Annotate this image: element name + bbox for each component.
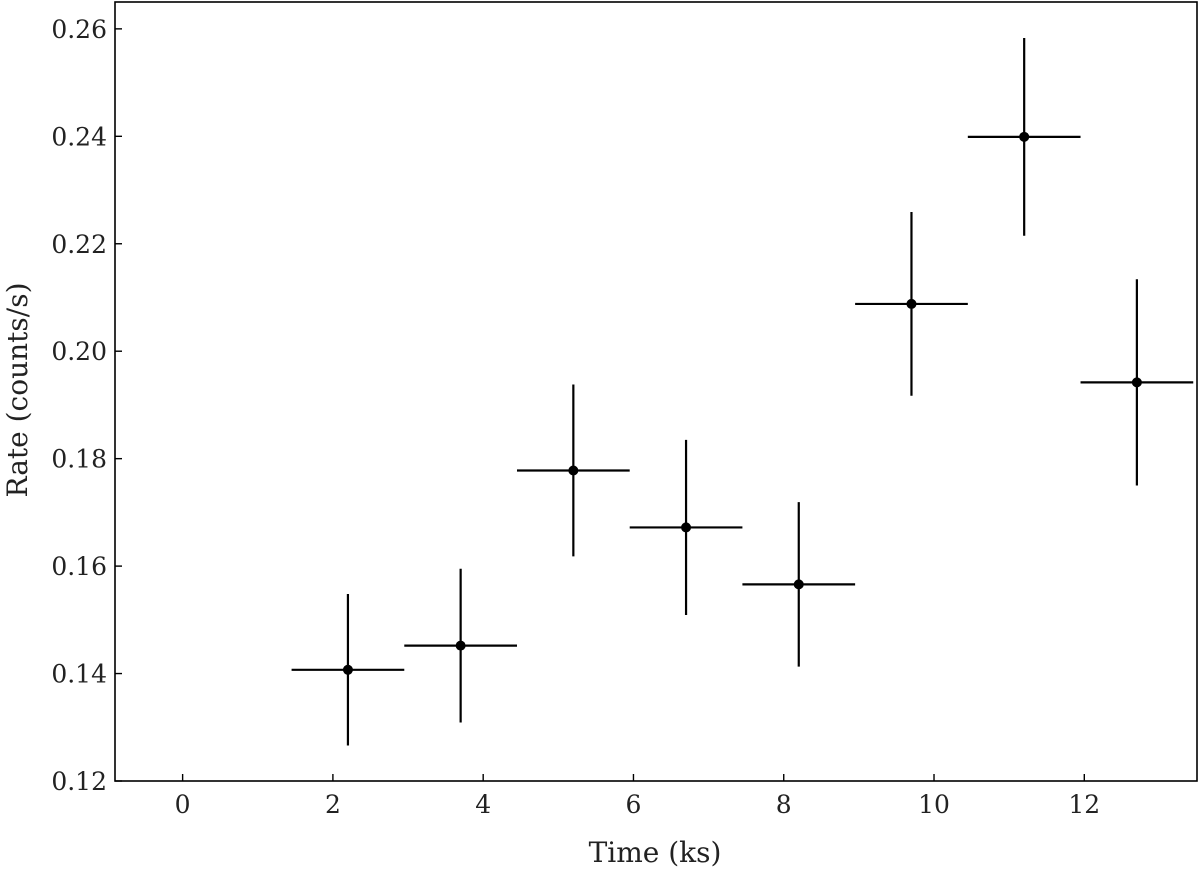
data-point-5	[906, 298, 917, 309]
x-tick-label-4: 8	[776, 790, 792, 819]
plot-area: 0 2 4 6 8 10 12 0.12 0.14 0.16 0.18 0.20 0.22 0.24 0.2…	[51, 1, 1198, 819]
x-tick-label-6: 12	[1068, 790, 1100, 819]
plot-frame	[114, 1, 1198, 782]
x-tick-label-5: 10	[918, 790, 950, 819]
x-tick-label-0: 0	[175, 790, 191, 819]
y-tick-label-2: 0.16	[51, 552, 107, 581]
data-point-3	[681, 522, 692, 533]
x-tick-label-3: 6	[626, 790, 642, 819]
y-tick-label-4: 0.20	[51, 337, 107, 366]
y-tick-label-5: 0.22	[51, 230, 107, 259]
data-point-6	[1019, 131, 1030, 142]
data-point-0	[342, 664, 353, 675]
x-axis-label: Time (ks)	[589, 836, 722, 869]
y-axis-label: Rate (counts/s)	[1, 282, 34, 497]
data-point-1	[455, 640, 466, 651]
y-tick-label-1: 0.14	[51, 660, 107, 689]
x-tick-label-1: 2	[325, 790, 341, 819]
x-tick-label-2: 4	[475, 790, 491, 819]
y-tick-label-0: 0.12	[51, 767, 107, 796]
data-point-7	[1131, 377, 1142, 388]
data-point-4	[793, 579, 804, 590]
data-point-2	[568, 465, 579, 476]
y-tick-label-7: 0.26	[51, 15, 107, 44]
y-tick-label-6: 0.24	[51, 122, 107, 151]
y-tick-label-3: 0.18	[51, 445, 107, 474]
